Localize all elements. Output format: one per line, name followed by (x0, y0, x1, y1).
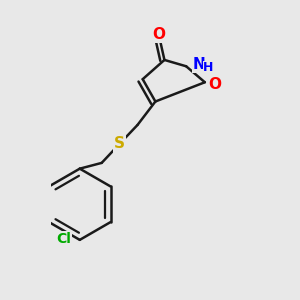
Text: O: O (152, 27, 165, 42)
Text: S: S (114, 136, 125, 151)
Text: Cl: Cl (56, 232, 71, 246)
Text: O: O (208, 77, 221, 92)
Text: N: N (193, 57, 206, 72)
Text: H: H (203, 61, 214, 74)
